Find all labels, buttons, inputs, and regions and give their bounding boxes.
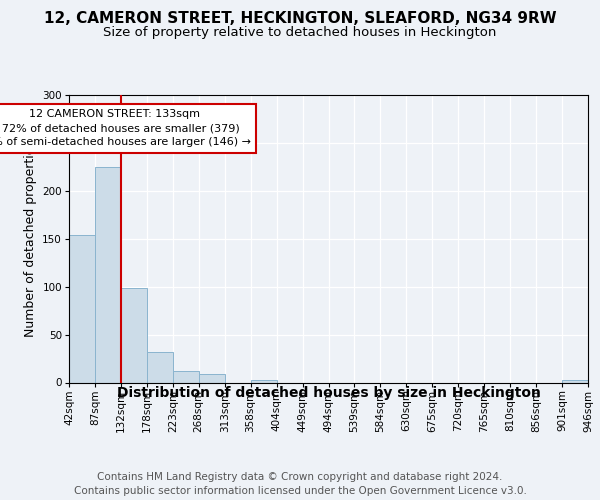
Bar	[562, 380, 588, 382]
Bar	[251, 380, 277, 382]
Bar	[121, 288, 147, 382]
Y-axis label: Number of detached properties: Number of detached properties	[24, 140, 37, 337]
Bar	[199, 374, 224, 382]
Text: Contains HM Land Registry data © Crown copyright and database right 2024.
Contai: Contains HM Land Registry data © Crown c…	[74, 472, 526, 496]
Text: Size of property relative to detached houses in Heckington: Size of property relative to detached ho…	[103, 26, 497, 39]
Bar	[173, 371, 199, 382]
Bar	[147, 352, 173, 382]
Bar	[95, 167, 121, 382]
Text: Distribution of detached houses by size in Heckington: Distribution of detached houses by size …	[117, 386, 541, 400]
Text: 12, CAMERON STREET, HECKINGTON, SLEAFORD, NG34 9RW: 12, CAMERON STREET, HECKINGTON, SLEAFORD…	[44, 11, 556, 26]
Text: 12 CAMERON STREET: 133sqm
← 72% of detached houses are smaller (379)
28% of semi: 12 CAMERON STREET: 133sqm ← 72% of detac…	[0, 110, 251, 148]
Bar	[69, 235, 95, 382]
